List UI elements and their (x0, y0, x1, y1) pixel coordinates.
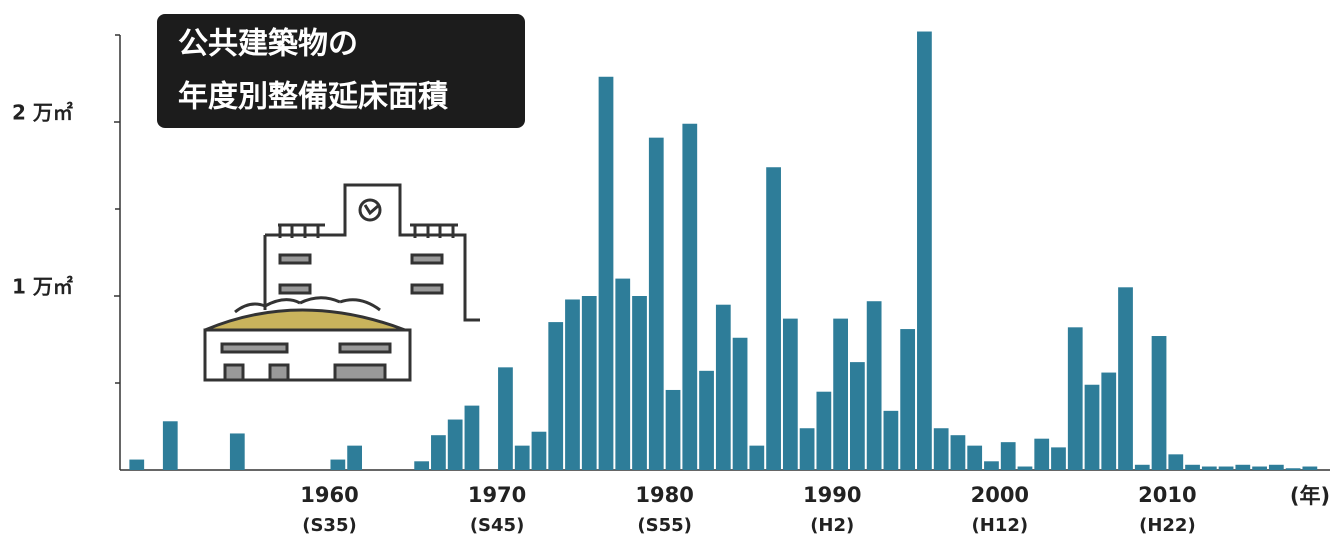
bar (984, 461, 999, 470)
chart-title: 年度別整備延床面積 (178, 80, 448, 115)
bar (766, 167, 781, 471)
x-tick-label: 1980 (635, 483, 693, 507)
bar (1000, 442, 1016, 470)
bar (1201, 466, 1217, 470)
bar (565, 299, 580, 470)
x-tick-label: 1970 (468, 483, 526, 507)
bar (548, 322, 564, 470)
bar (850, 362, 865, 470)
bar (950, 435, 966, 470)
bar (883, 410, 899, 470)
bar (1101, 372, 1117, 470)
bar (447, 419, 463, 470)
bar (514, 445, 530, 470)
bar (1151, 336, 1167, 470)
bar (1051, 447, 1066, 470)
bar (967, 445, 983, 470)
bar (581, 296, 597, 470)
bar (330, 459, 346, 470)
era-label: (H2) (810, 515, 854, 536)
bar (900, 329, 916, 470)
bar (1302, 466, 1318, 470)
x-tick-label: 1990 (803, 483, 861, 507)
bar (464, 405, 480, 470)
bar (648, 137, 664, 470)
era-label: (S45) (470, 515, 524, 536)
bar (1034, 438, 1050, 470)
era-label: (H12) (972, 515, 1029, 536)
chart-title: 公共建築物の (178, 27, 358, 62)
bar (229, 433, 245, 470)
era-label: (S55) (637, 515, 691, 536)
bar (1218, 466, 1234, 470)
bar (799, 428, 815, 470)
bar (615, 278, 631, 470)
bar (833, 318, 848, 470)
era-label: (H22) (1139, 515, 1196, 536)
bar (1252, 466, 1267, 470)
bar (866, 301, 882, 470)
bar (129, 459, 145, 470)
x-tick-label: 2010 (1138, 483, 1196, 507)
bar (682, 123, 698, 471)
bar (498, 367, 513, 470)
bar (917, 31, 932, 471)
bar (699, 370, 714, 470)
bar (431, 435, 446, 470)
y-tick-label: 1 万㎡ (12, 275, 73, 299)
bar (665, 389, 681, 470)
bar (1134, 464, 1150, 470)
bar (347, 445, 362, 470)
bar (1118, 287, 1133, 470)
era-label: (S35) (302, 515, 356, 536)
x-axis-label: (年) (1290, 484, 1330, 508)
bar (162, 421, 178, 470)
bar (1285, 468, 1301, 470)
bar (1017, 466, 1033, 470)
bar (715, 304, 731, 470)
bar (732, 337, 748, 470)
y-tick-label: 2 万㎡ (12, 101, 73, 125)
bar (1268, 464, 1284, 470)
building-illustration (203, 183, 480, 382)
bar (531, 431, 547, 470)
bar (1067, 327, 1083, 470)
bar (1185, 464, 1200, 470)
title-box (157, 14, 525, 128)
bar (1168, 454, 1184, 470)
x-tick-label: 1960 (300, 483, 358, 507)
x-tick-label: 2000 (971, 483, 1029, 507)
bar (414, 461, 430, 470)
bar (632, 296, 647, 470)
bar (933, 428, 949, 470)
bar (1235, 464, 1251, 470)
bar (782, 318, 798, 470)
bar (749, 445, 765, 470)
bar (816, 391, 832, 470)
bar (1084, 384, 1100, 470)
bar (598, 76, 614, 470)
